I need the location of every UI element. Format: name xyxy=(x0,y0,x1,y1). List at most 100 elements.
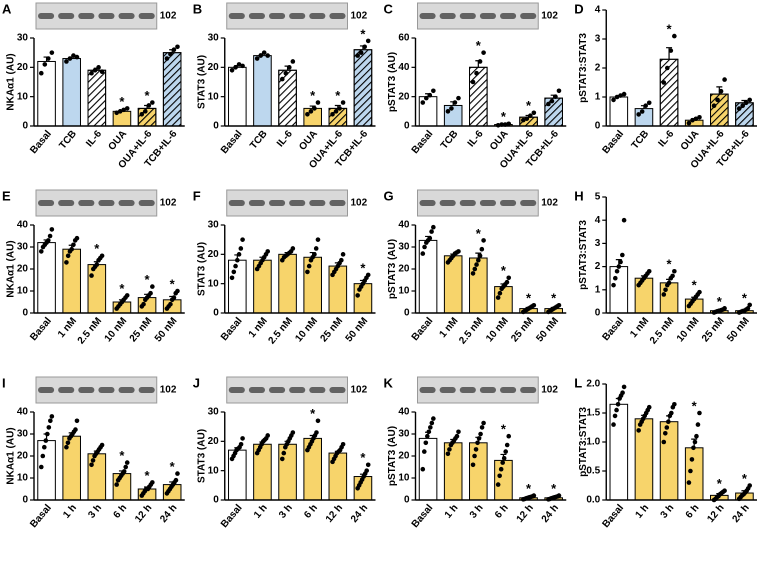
significance-mark: * xyxy=(145,272,151,287)
data-point xyxy=(612,413,618,419)
data-point xyxy=(670,273,675,279)
blot-band xyxy=(98,13,115,19)
y-tick-label: 20 xyxy=(398,264,410,275)
significance-mark: * xyxy=(551,291,557,306)
y-tick-label: 30 xyxy=(17,33,29,44)
data-point xyxy=(94,262,100,267)
data-point xyxy=(424,95,429,101)
data-point xyxy=(479,246,485,252)
panel-label: K xyxy=(384,375,394,390)
x-tick-label: 1 h xyxy=(252,503,270,521)
data-point xyxy=(503,449,508,454)
y-tick-label: 30 xyxy=(208,407,220,418)
data-point xyxy=(497,290,503,296)
data-point xyxy=(67,56,73,61)
data-point xyxy=(143,109,148,114)
bar xyxy=(62,58,81,127)
significance-mark: * xyxy=(551,481,557,496)
data-point xyxy=(611,97,616,103)
data-point xyxy=(531,303,537,308)
data-point xyxy=(287,65,292,70)
x-tick-label: OUA xyxy=(488,129,511,153)
significance-mark: * xyxy=(94,241,100,256)
data-point xyxy=(121,107,126,113)
panel-label: I xyxy=(2,375,6,390)
x-tick-label: 3 h xyxy=(659,503,677,521)
x-tick-label: 24 h xyxy=(540,503,561,525)
x-tick-label: 24 h xyxy=(349,503,370,525)
x-tick-label: TCB xyxy=(248,129,270,152)
panel-label: E xyxy=(2,188,11,203)
x-tick-label: Basal xyxy=(601,128,627,156)
blot-band xyxy=(309,387,326,393)
x-tick-label: Basal xyxy=(601,502,627,530)
y-tick-label: 0 xyxy=(404,308,410,319)
y-tick-label: 1 xyxy=(595,284,601,295)
data-point xyxy=(279,76,285,82)
x-tick-label: 50 nM xyxy=(153,316,180,345)
bar xyxy=(609,403,629,501)
blot-band xyxy=(479,387,496,393)
data-point xyxy=(479,425,485,430)
data-point xyxy=(546,101,551,107)
y-tick-label: 30 xyxy=(17,242,29,253)
y-tick-label: 4 xyxy=(595,5,601,16)
y-tick-label: 60 xyxy=(398,33,410,44)
data-point xyxy=(639,109,645,114)
data-point xyxy=(456,95,461,101)
x-tick-label: OUA xyxy=(679,129,702,153)
data-point xyxy=(427,235,433,241)
data-point xyxy=(150,480,155,485)
y-tick-label: 10 xyxy=(17,91,29,102)
data-point xyxy=(481,50,486,55)
x-tick-label: 2.5 nM xyxy=(76,316,104,347)
data-point xyxy=(89,273,94,278)
data-point xyxy=(506,433,512,439)
x-tick-label: 2.5 nM xyxy=(266,316,294,347)
y-tick-label: 1 xyxy=(595,92,601,103)
x-tick-label: 6 h xyxy=(684,503,702,521)
data-point xyxy=(672,402,677,407)
x-tick-label: 6 h xyxy=(493,503,511,521)
blot-size-label: 102 xyxy=(351,11,368,22)
blot-band xyxy=(248,387,265,393)
x-tick-label: 1 nM xyxy=(56,316,79,341)
blot-band xyxy=(78,200,95,206)
blot-band xyxy=(329,387,346,393)
data-point xyxy=(475,440,480,446)
data-point xyxy=(279,456,285,462)
data-point xyxy=(621,217,627,223)
y-tick-label: 20 xyxy=(398,451,410,462)
significance-mark: * xyxy=(501,263,507,278)
data-point xyxy=(148,290,153,296)
blot-band xyxy=(500,13,517,19)
data-point xyxy=(718,88,724,94)
bar xyxy=(443,442,463,501)
blot-band xyxy=(289,200,306,206)
data-point xyxy=(431,88,436,94)
data-point xyxy=(229,67,235,73)
data-point xyxy=(688,468,693,474)
y-axis-label: pSTAT3:STAT3 xyxy=(578,407,589,477)
y-axis-label: pSTAT3:STAT3 xyxy=(578,220,589,290)
data-point xyxy=(420,466,426,472)
x-tick-label: 12 h xyxy=(324,503,345,525)
data-point xyxy=(339,257,344,263)
data-point xyxy=(692,439,698,445)
x-tick-label: 3 h xyxy=(277,503,295,521)
bar xyxy=(37,440,56,501)
blot-band xyxy=(329,13,346,19)
y-axis-label: STAT3 (AU) xyxy=(196,242,207,296)
data-point xyxy=(231,269,237,275)
y-axis-label: pSTAT3 (AU) xyxy=(387,239,398,299)
data-point xyxy=(470,462,476,468)
data-point xyxy=(422,244,427,250)
data-point xyxy=(447,447,452,452)
blot-band xyxy=(118,387,135,393)
data-point xyxy=(96,65,101,70)
y-tick-label: 10 xyxy=(208,465,220,476)
y-tick-label: 2 xyxy=(595,261,601,272)
y-tick-label: 0 xyxy=(22,495,28,506)
data-point xyxy=(124,460,130,465)
y-tick-label: 10 xyxy=(398,286,410,297)
